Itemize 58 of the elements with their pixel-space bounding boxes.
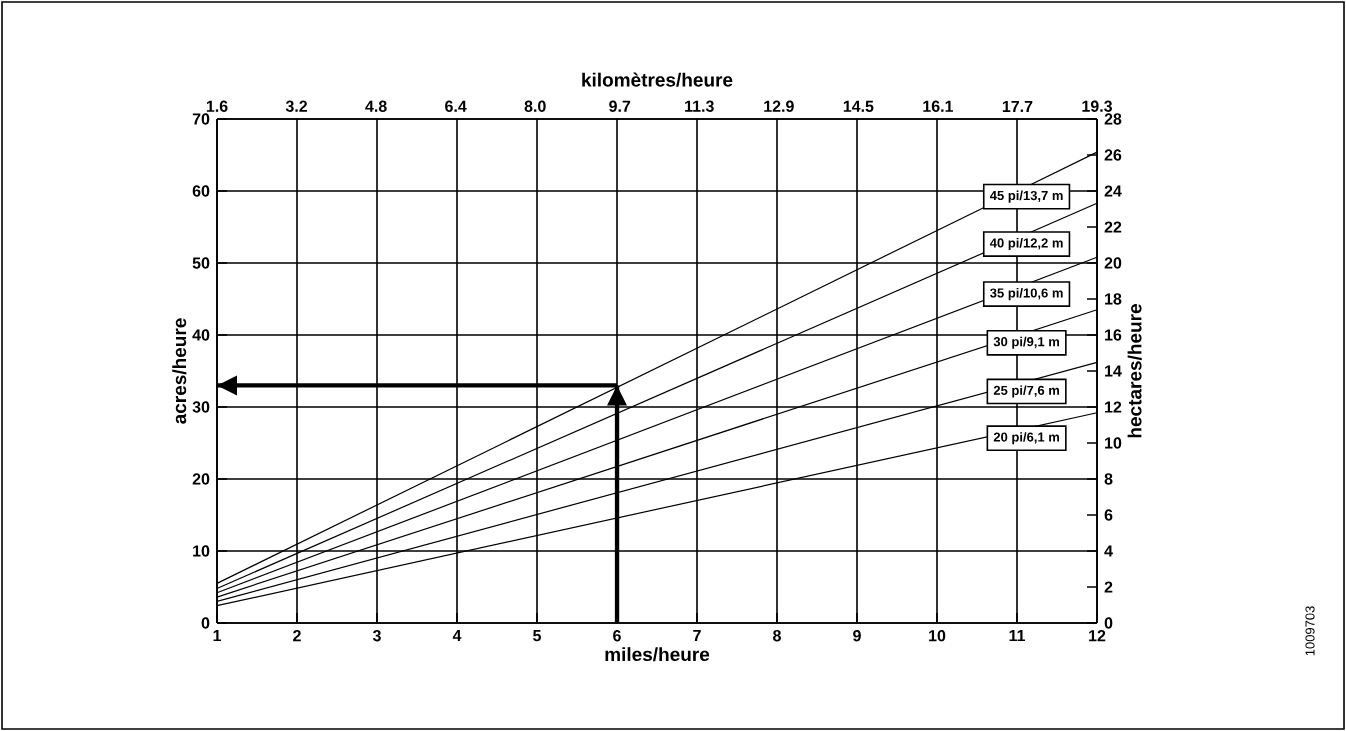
y2-tick-label: 0: [1104, 617, 1113, 629]
x2-tick-label: 12.9: [764, 100, 794, 112]
y2-tick-label: 2: [1104, 581, 1113, 593]
y-tick-label: 0: [201, 617, 210, 629]
y-tick-label: 50: [192, 257, 210, 269]
x-tick-label: 3: [372, 630, 381, 642]
y2-axis-title: hectares/heure: [1127, 304, 1142, 438]
y2-tick-label: 14: [1105, 365, 1122, 377]
y2-tick-label: 4: [1104, 545, 1113, 557]
y2-tick-label: 18: [1105, 293, 1122, 305]
x-tick-label: 5: [533, 630, 541, 642]
x2-axis-title: kilomètres/heure: [582, 72, 733, 87]
y2-tick-label: 24: [1104, 185, 1122, 197]
x2-tick-label: 6.4: [445, 100, 467, 112]
x-tick-label: 6: [613, 630, 621, 642]
series-label: 25 pi/7,6 m: [993, 385, 1059, 398]
x-tick-label: 1: [213, 630, 221, 642]
y-tick-label: 40: [192, 329, 210, 341]
x-tick-label: 4: [452, 630, 462, 642]
y-tick-label: 30: [192, 401, 210, 413]
y2-tick-label: 16: [1105, 329, 1122, 341]
y2-tick-label: 26: [1104, 149, 1122, 161]
x-tick-label: 10: [929, 630, 946, 642]
x-tick-label: 2: [293, 630, 301, 642]
x2-tick-label: 14.5: [843, 100, 874, 112]
x2-tick-label: 8.0: [524, 100, 546, 112]
x-tick-label: 7: [693, 630, 701, 642]
x2-tick-label: 1.6: [206, 100, 228, 112]
x2-tick-label: 3.2: [285, 100, 308, 112]
y2-tick-label: 12: [1105, 401, 1122, 413]
y2-tick-label: 6: [1104, 509, 1113, 521]
x2-tick-label: 17.7: [1002, 100, 1033, 112]
x-tick-label: 11: [1009, 630, 1025, 642]
legend-label: 30 pi/9,1 m: [993, 336, 1059, 349]
y-tick-label: 70: [192, 113, 210, 125]
series-label: 40 pi/12,2 m: [989, 238, 1063, 251]
y2-tick-label: 10: [1105, 437, 1122, 449]
x2-tick-label: 4.8: [365, 100, 387, 112]
y-tick-label: 20: [192, 473, 210, 485]
y2-tick-label: 22: [1104, 221, 1122, 233]
legend-label: 35 pi/10,6 m: [990, 288, 1063, 301]
y2-tick-label: 28: [1104, 113, 1122, 125]
y-tick-label: 60: [192, 185, 210, 197]
y2-tick-label: 20: [1104, 257, 1122, 269]
y2-tick-label: 8: [1104, 473, 1113, 485]
legend-label: 45 pi/13,7 m: [989, 190, 1063, 203]
x-tick-label: 8: [773, 630, 781, 642]
y-axis-title: acres/heure: [172, 318, 187, 424]
text: 1009703: [1305, 606, 1315, 656]
x2-tick-label: 16.1: [923, 100, 954, 112]
x-tick-label: 9: [853, 630, 861, 642]
x-tick-label: 12: [1089, 630, 1106, 642]
x2-tick-label: 11.3: [685, 100, 714, 112]
x2-tick-label: 9.7: [609, 100, 631, 112]
x-axis-title: miles/heure: [605, 647, 710, 662]
y-tick-label: 10: [193, 545, 210, 557]
legend-label: 20 pi/6,1 m: [993, 432, 1059, 445]
x2-tick-label: 19.3: [1082, 100, 1112, 112]
